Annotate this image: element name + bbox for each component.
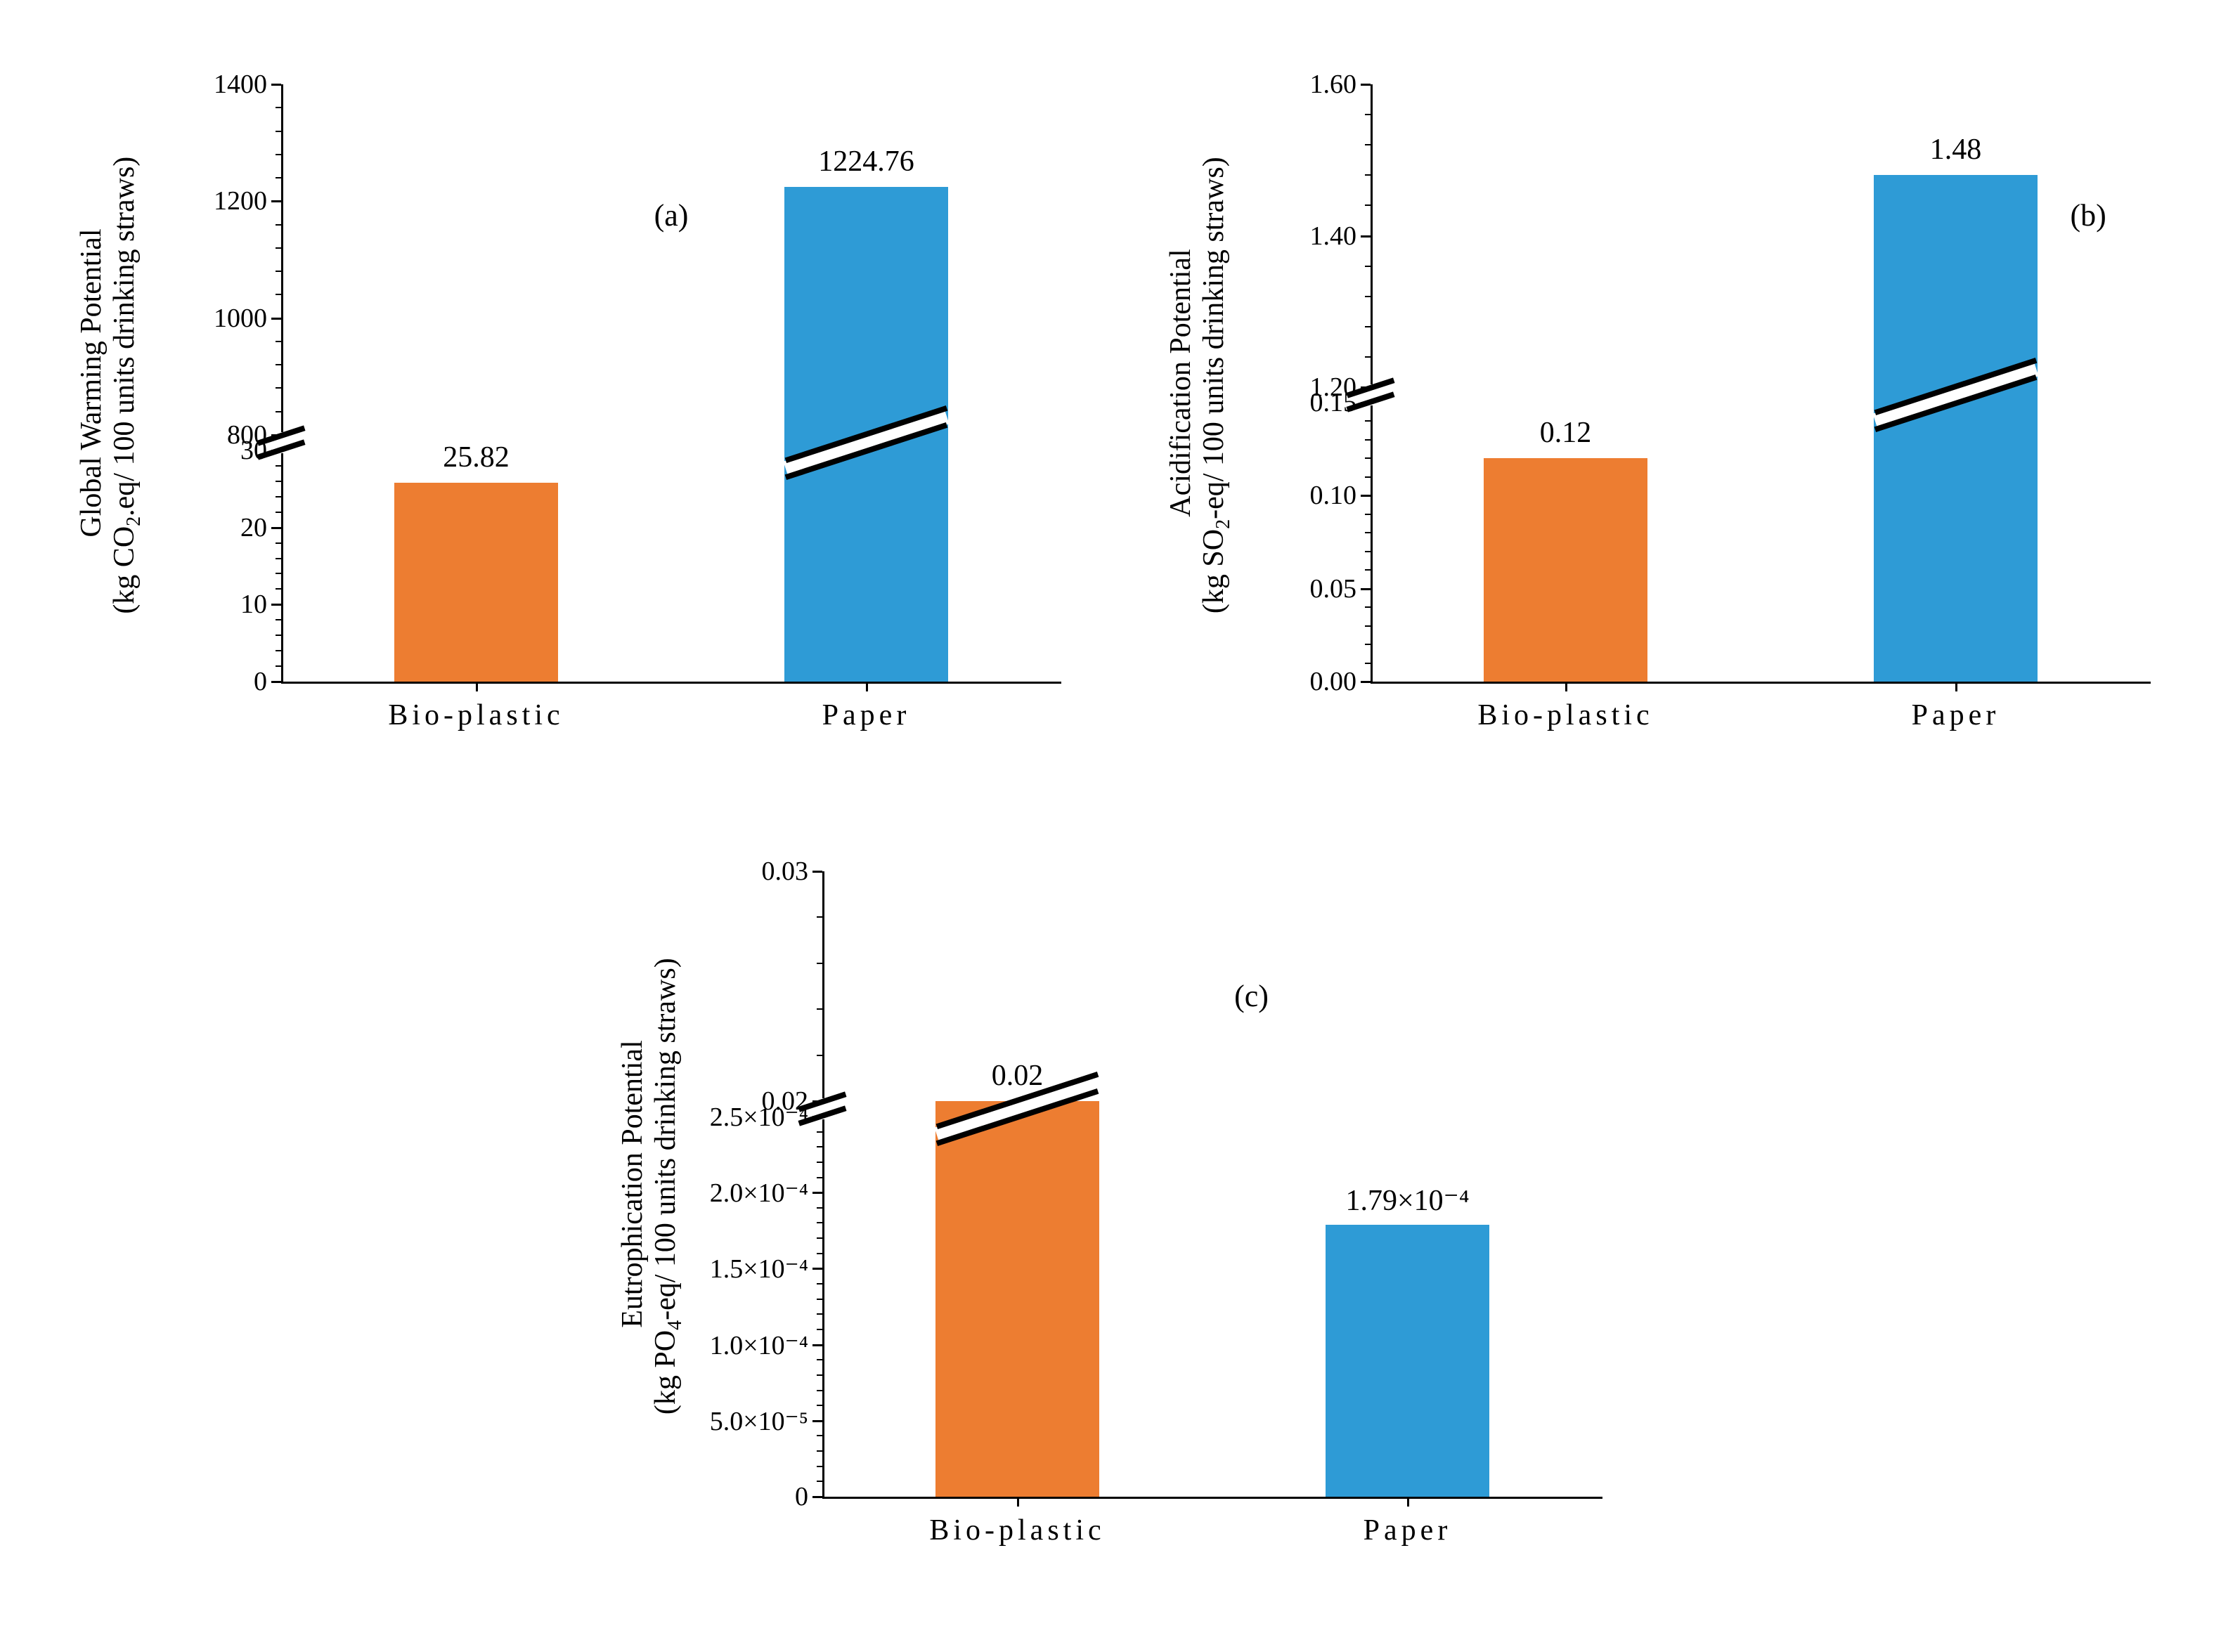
x-axis — [1371, 682, 2151, 684]
value-label: 25.82 — [364, 441, 589, 474]
bar-bio-plastic — [935, 1101, 1099, 1497]
y-axis-upper — [822, 871, 824, 1101]
y-axis-title-line1: Acidification Potential — [1164, 32, 1198, 734]
y-axis-title-line2: (kg CO2.eq/ 100 units drinking straws) — [108, 34, 145, 736]
y-axis-title-line2: (kg PO4-eq/ 100 units drinking straws) — [649, 835, 687, 1537]
y-axis-lower — [1371, 403, 1373, 682]
panel-tag: (b) — [2060, 197, 2116, 233]
bar-paper — [1874, 175, 2038, 682]
value-label: 1.79×10⁻⁴ — [1295, 1183, 1520, 1218]
category-label: Bio-plastic — [877, 1514, 1158, 1547]
category-label: Paper — [1267, 1514, 1548, 1547]
value-label: 1224.76 — [754, 145, 979, 178]
value-label: 0.12 — [1453, 416, 1678, 450]
y-axis-upper — [281, 84, 283, 435]
figure: 010203080010001200140025.821224.76Bio-pl… — [0, 0, 2228, 1652]
panel-tag: (a) — [643, 197, 699, 233]
category-label: Paper — [726, 698, 1007, 732]
panel-a: 010203080010001200140025.821224.76Bio-pl… — [70, 42, 1089, 759]
bar-bio-plastic — [1484, 458, 1647, 682]
y-axis-title-line1: Global Warming Potential — [75, 32, 108, 734]
category-label: Bio-plastic — [336, 698, 617, 732]
y-axis-lower — [822, 1117, 824, 1497]
category-label: Paper — [1815, 698, 2097, 732]
x-axis — [822, 1497, 1602, 1499]
panel-c: 05.0×10⁻⁵1.0×10⁻⁴1.5×10⁻⁴2.0×10⁻⁴2.5×10⁻… — [611, 829, 1631, 1574]
category-label: Bio-plastic — [1425, 698, 1706, 732]
y-axis-upper — [1371, 84, 1373, 387]
value-label: 1.48 — [1844, 133, 2068, 167]
panel-tag: (c) — [1224, 978, 1280, 1014]
y-axis-lower — [281, 450, 283, 682]
bar-paper — [1326, 1225, 1489, 1497]
x-axis — [281, 682, 1061, 684]
panel-b: 0.000.050.100.151.201.401.600.121.48Bio-… — [1160, 42, 2179, 759]
bar-bio-plastic — [394, 483, 558, 682]
y-axis-title-line1: Eutrophication Potential — [616, 833, 649, 1535]
value-label: 0.02 — [905, 1059, 1130, 1093]
y-axis-title-line2: (kg SO2-eq/ 100 units drinking straws) — [1197, 34, 1235, 736]
